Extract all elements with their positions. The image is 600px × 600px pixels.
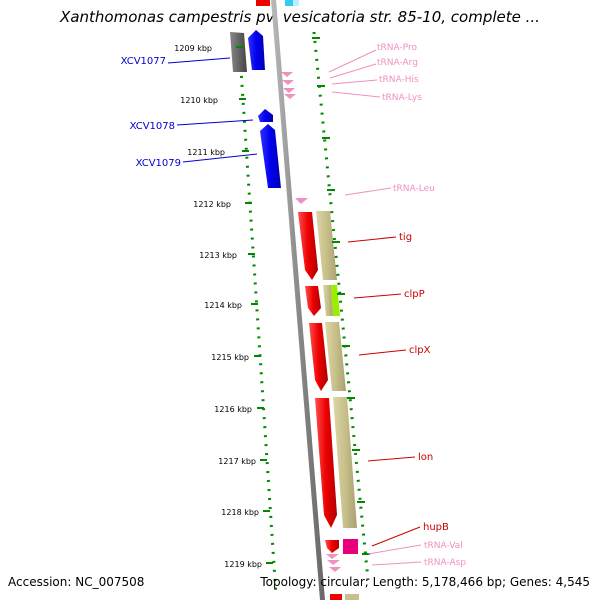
label-clpx-text: clpX (409, 345, 431, 356)
left-gene-labels: XCV1077 XCV1078 XCV1079 (121, 56, 258, 169)
label-xcv1079[interactable]: XCV1079 (136, 153, 258, 169)
label-trna-val-text: tRNA-Val (424, 541, 463, 551)
label-tig[interactable]: tig (347, 232, 412, 243)
trna-leu-chevron (295, 198, 308, 204)
label-trna-asp[interactable]: tRNA-Asp (371, 558, 466, 568)
gene-xcv1077 (248, 30, 265, 70)
kbp-ticks: 1209 kbp 1210 kbp 1211 kbp 1212 kbp 1213… (174, 37, 370, 569)
gene-tig (298, 212, 318, 280)
tick-1217: 1217 kbp (218, 449, 360, 466)
tick-1216: 1216 kbp (214, 397, 355, 414)
tick-1212: 1212 kbp (193, 189, 335, 209)
tick-label: 1219 kbp (224, 560, 262, 569)
tick-1219: 1219 kbp (224, 553, 370, 569)
cog-clpx (325, 322, 346, 391)
cog-lon (333, 397, 357, 528)
label-clpp[interactable]: clpP (353, 289, 425, 300)
gene-lon (315, 398, 337, 528)
tick-1210: 1210 kbp (180, 85, 325, 105)
genome-summary-text: Topology: circular; Length: 5,178,466 bp… (260, 575, 590, 589)
tick-label: 1209 kbp (174, 44, 212, 53)
label-clpp-text: clpP (404, 289, 425, 300)
label-trna-his-text: tRNA-His (379, 75, 419, 85)
label-trna-val[interactable]: tRNA-Val (367, 541, 463, 555)
bottom-clipped-genes (330, 594, 359, 600)
tick-1211: 1211 kbp (187, 137, 330, 157)
tick-1209: 1209 kbp (174, 37, 320, 53)
right-gene-labels: tRNA-Pro tRNA-Arg tRNA-His tRNA-Lys tRNA… (328, 43, 466, 568)
label-xcv1077-text: XCV1077 (121, 56, 166, 67)
label-lon[interactable]: lon (367, 452, 433, 463)
label-trna-arg[interactable]: tRNA-Arg (329, 58, 418, 79)
tick-1213: 1213 kbp (199, 241, 340, 260)
trna-pro-arg-his-chevrons (281, 72, 296, 99)
label-hupb[interactable]: hupB (371, 522, 449, 547)
label-trna-lys[interactable]: tRNA-Lys (331, 91, 422, 103)
tick-label: 1212 kbp (193, 200, 231, 209)
cog-hupb (343, 539, 358, 554)
label-tig-text: tig (399, 232, 412, 243)
label-hupb-text: hupB (423, 522, 449, 533)
tick-1214: 1214 kbp (204, 293, 345, 310)
label-lon-text: lon (418, 452, 433, 463)
label-trna-asp-text: tRNA-Asp (424, 558, 466, 568)
top-clipped-genes (256, 0, 299, 6)
label-trna-leu-text: tRNA-Leu (393, 184, 435, 194)
tick-label: 1214 kbp (204, 301, 242, 310)
label-trna-lys-text: tRNA-Lys (382, 93, 422, 103)
label-trna-arg-text: tRNA-Arg (377, 58, 418, 68)
backbone (271, 0, 325, 600)
tick-label: 1213 kbp (199, 251, 237, 260)
gene-xcv1079 (260, 124, 281, 188)
cog-tig (316, 211, 337, 280)
tick-label: 1215 kbp (211, 353, 249, 362)
label-xcv1079-text: XCV1079 (136, 158, 181, 169)
tick-1215: 1215 kbp (211, 345, 350, 362)
label-xcv1077[interactable]: XCV1077 (121, 56, 231, 67)
tick-label: 1217 kbp (218, 457, 256, 466)
label-trna-pro-text: tRNA-Pro (377, 43, 417, 53)
gene-hupb (325, 540, 339, 553)
label-trna-leu[interactable]: tRNA-Leu (344, 184, 435, 196)
gene-xcv1077-gray (230, 32, 247, 72)
cog-clpp-lime (331, 285, 340, 316)
gene-clpp (305, 286, 321, 316)
accession-text: Accession: NC_007508 (8, 575, 145, 589)
cog-clpp-khaki (323, 285, 333, 316)
tick-label: 1210 kbp (180, 96, 218, 105)
map-title: Xanthomonas campestris pv. vesicatoria s… (60, 8, 540, 26)
tick-label: 1216 kbp (214, 405, 252, 414)
gene-clpx (309, 323, 328, 391)
label-xcv1078-text: XCV1078 (130, 121, 175, 132)
trna-val-asp-chevrons (326, 554, 341, 572)
gene-xcv1078 (258, 109, 273, 122)
tick-label: 1218 kbp (221, 508, 259, 517)
label-trna-pro[interactable]: tRNA-Pro (328, 43, 417, 73)
tick-1218: 1218 kbp (221, 501, 365, 517)
tick-label: 1211 kbp (187, 148, 225, 157)
label-clpx[interactable]: clpX (358, 345, 431, 356)
label-trna-his[interactable]: tRNA-His (331, 75, 419, 85)
label-xcv1078[interactable]: XCV1078 (130, 119, 254, 132)
right-boundary (312, 31, 370, 581)
